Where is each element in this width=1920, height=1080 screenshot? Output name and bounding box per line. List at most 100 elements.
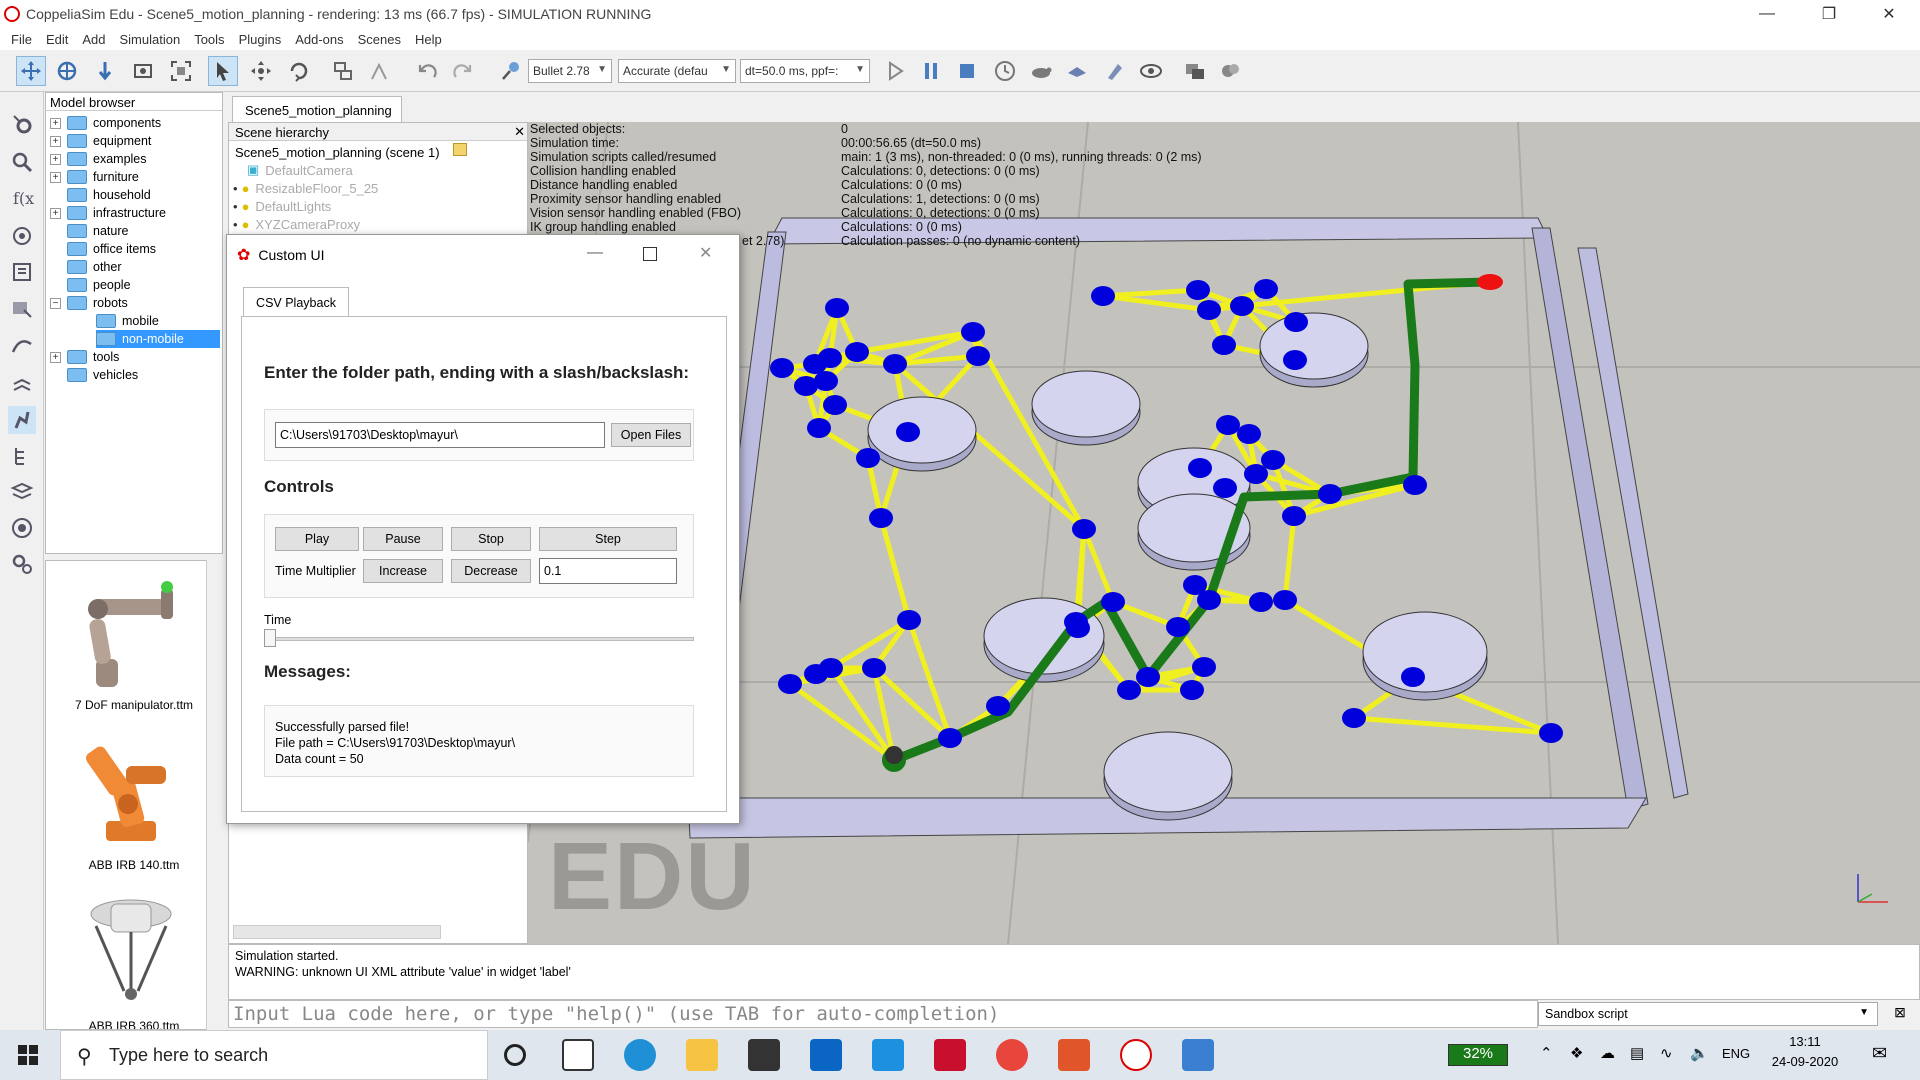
object-rotate-icon[interactable] — [284, 56, 314, 86]
notifications-icon[interactable]: ✉ — [1872, 1043, 1888, 1063]
tree-item-furniture[interactable]: + furniture — [50, 168, 139, 186]
scene-root[interactable]: Scene5_motion_planning (scene 1) — [235, 144, 440, 160]
wifi-icon[interactable]: ∿ — [1660, 1045, 1673, 1062]
stop-button[interactable]: Stop — [451, 527, 531, 551]
real-time-icon[interactable] — [990, 56, 1020, 86]
decrease-button[interactable]: Decrease — [451, 559, 531, 583]
object-properties-icon[interactable] — [8, 294, 36, 322]
scene-item-defaultcamera[interactable]: ▣ DefaultCamera — [247, 162, 353, 178]
coppeliasim-icon[interactable] — [1120, 1039, 1152, 1071]
pause-icon[interactable] — [916, 56, 946, 86]
environment-icon[interactable] — [8, 514, 36, 542]
layer-stack-icon[interactable] — [8, 478, 36, 506]
user-settings-icon[interactable] — [8, 550, 36, 578]
collections-icon[interactable] — [8, 258, 36, 286]
time-multiplier-input[interactable]: 0.1 — [539, 558, 677, 584]
scene-item-xyzcameraproxy[interactable]: • ● XYZCameraProxy — [233, 216, 361, 232]
open-files-button[interactable]: Open Files — [611, 423, 691, 447]
app-l-icon[interactable] — [872, 1039, 904, 1071]
tree-item-office-items[interactable]: office items — [67, 240, 156, 258]
7dof-manipulator-thumbnail[interactable] — [66, 569, 196, 694]
transfer-dna-icon[interactable] — [364, 56, 394, 86]
fit-to-view-icon[interactable] — [166, 56, 196, 86]
camera-angle-icon[interactable] — [128, 56, 158, 86]
tree-item-non-mobile[interactable]: non-mobile — [96, 330, 220, 348]
taskbar-search[interactable]: ⚲ Type here to search — [60, 1030, 488, 1080]
onedrive-icon[interactable]: ☁ — [1600, 1045, 1615, 1062]
click-select-icon[interactable] — [208, 56, 238, 86]
scene-item-floor[interactable]: • ● ResizableFloor_5_25 — [233, 180, 379, 196]
time-slider-track[interactable] — [264, 637, 694, 641]
menu-tools[interactable]: Tools — [194, 31, 225, 47]
physics-engine-select[interactable]: Bullet 2.78 ▼ — [528, 59, 612, 83]
path-edit-icon[interactable] — [8, 330, 36, 358]
model-browser-icon[interactable] — [8, 406, 36, 434]
undo-icon[interactable] — [412, 56, 442, 86]
menu-plugins[interactable]: Plugins — [238, 31, 282, 47]
page-selector-icon[interactable] — [1180, 56, 1210, 86]
restore-button[interactable]: ❐ — [1821, 6, 1837, 23]
folder-path-input[interactable]: C:\Users\91703\Desktop\mayur\ — [275, 422, 605, 448]
menu-file[interactable]: File — [11, 31, 32, 47]
minimize-button[interactable]: — — [1759, 5, 1775, 22]
tree-item-people[interactable]: people — [67, 276, 131, 294]
camera-shift-icon[interactable] — [90, 56, 120, 86]
menu-add[interactable]: Add — [82, 31, 106, 47]
chrome-icon[interactable] — [996, 1039, 1028, 1071]
abb-irb-360-thumbnail[interactable] — [66, 886, 196, 1011]
camera-pan-icon[interactable] — [16, 56, 46, 86]
language-indicator[interactable]: ENG — [1722, 1046, 1751, 1061]
object-shift-icon[interactable] — [246, 56, 276, 86]
scene-item-defaultlights[interactable]: • ● DefaultLights — [233, 198, 332, 214]
tree-item-other[interactable]: other — [67, 258, 122, 276]
dynamics-icon[interactable] — [496, 56, 526, 86]
step-button[interactable]: Step — [539, 527, 677, 551]
menu-addons[interactable]: Add-ons — [295, 31, 344, 47]
time-slider-handle[interactable] — [264, 629, 276, 647]
tree-item-components[interactable]: + components — [50, 114, 161, 132]
tree-item-examples[interactable]: + examples — [50, 150, 147, 168]
clock-time[interactable]: 13:11 — [1789, 1034, 1821, 1049]
close-icon[interactable]: ⊠ — [1894, 1004, 1906, 1020]
shape-edit-icon[interactable] — [8, 222, 36, 250]
play-button[interactable]: Play — [275, 527, 359, 551]
battery-indicator[interactable]: 32% — [1448, 1044, 1508, 1066]
accuracy-select[interactable]: Accurate (defau ▼ — [618, 59, 736, 83]
stop-icon[interactable] — [952, 56, 982, 86]
slow-down-icon[interactable] — [1026, 56, 1056, 86]
hierarchy-scrollbar[interactable] — [233, 925, 441, 939]
script-icon[interactable]: f(x) — [8, 184, 36, 212]
tab-scene[interactable]: Scene5_motion_planning — [232, 96, 402, 122]
play-icon[interactable] — [880, 56, 910, 86]
matlab-icon[interactable] — [1058, 1039, 1090, 1071]
mail-icon[interactable] — [810, 1039, 842, 1071]
timestep-select[interactable]: dt=50.0 ms, ppf=: ▼ — [740, 59, 870, 83]
menu-simulation[interactable]: Simulation — [119, 31, 181, 47]
tray-chevron-icon[interactable]: ⌃ — [1540, 1045, 1553, 1062]
3d-viewport[interactable]: Selected objects: Simulation time: Simul… — [528, 122, 1920, 944]
mcafee-icon[interactable] — [934, 1039, 966, 1071]
tree-item-tools[interactable]: + tools — [50, 348, 119, 366]
windows-start-icon[interactable] — [18, 1045, 38, 1065]
cortana-icon[interactable] — [504, 1044, 526, 1066]
speed-up-icon[interactable] — [1062, 56, 1092, 86]
threaded-rendering-icon[interactable] — [1100, 56, 1130, 86]
task-view-icon[interactable] — [562, 1039, 594, 1071]
layers-icon[interactable] — [8, 370, 36, 398]
menu-edit[interactable]: Edit — [45, 31, 69, 47]
scene-hierarchy-icon[interactable] — [8, 442, 36, 470]
network-icon[interactable]: ▤ — [1630, 1045, 1645, 1062]
tab-csv-playback[interactable]: CSV Playback — [243, 287, 349, 317]
file-explorer-icon[interactable] — [686, 1039, 718, 1071]
thumbnail-scrollbar[interactable] — [206, 560, 223, 1030]
volume-icon[interactable]: 🔈 — [1690, 1045, 1709, 1062]
lua-command-input[interactable]: Input Lua code here, or type "help()" (u… — [228, 1000, 1538, 1028]
photos-icon[interactable] — [1182, 1039, 1214, 1071]
camera-rotate-icon[interactable] — [52, 56, 82, 86]
menu-scenes[interactable]: Scenes — [357, 31, 401, 47]
maximize-button[interactable] — [643, 247, 657, 261]
tree-item-equipment[interactable]: + equipment — [50, 132, 151, 150]
menu-help[interactable]: Help — [415, 31, 442, 47]
close-button[interactable]: ✕ — [1882, 6, 1896, 23]
increase-button[interactable]: Increase — [363, 559, 443, 583]
